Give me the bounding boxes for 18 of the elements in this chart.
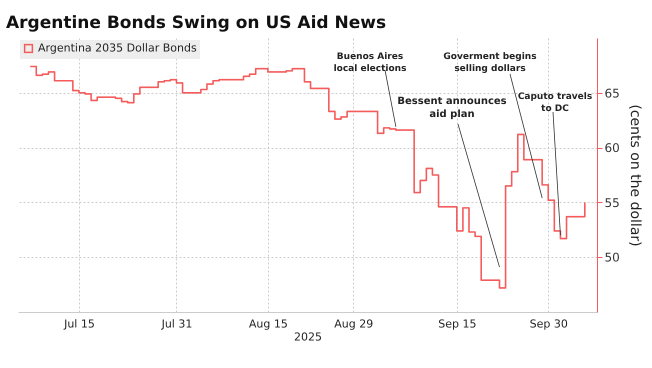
annotation: Bessent announces aid plan — [397, 96, 507, 120]
annotation: Caputo travels to DC — [518, 92, 592, 114]
y-tick-label: 55 — [604, 196, 620, 210]
x-tick-label: Aug 15 — [248, 318, 288, 330]
x-tick-label: Aug 29 — [334, 318, 374, 330]
annotation: Buenos Aires local elections — [334, 52, 406, 74]
x-axis-title: 2025 — [294, 330, 322, 344]
y-tick-label: 50 — [604, 250, 620, 265]
y-tick-label: 65 — [604, 86, 620, 100]
x-tick-label: Jul 15 — [63, 318, 95, 330]
x-tick-label: Jul 31 — [160, 318, 192, 330]
x-tick-label: Sep 30 — [530, 318, 568, 330]
y-axis-title: (cents on the dollar) — [626, 104, 643, 247]
x-tick-label: Sep 15 — [438, 318, 476, 330]
y-tick-label: 60 — [604, 141, 620, 156]
legend-label: Argentina 2035 Dollar Bonds — [38, 42, 197, 54]
annotation: Goverment begins selling dollars — [443, 52, 537, 74]
chart-title: Argentine Bonds Swing on US Aid News — [6, 13, 386, 33]
